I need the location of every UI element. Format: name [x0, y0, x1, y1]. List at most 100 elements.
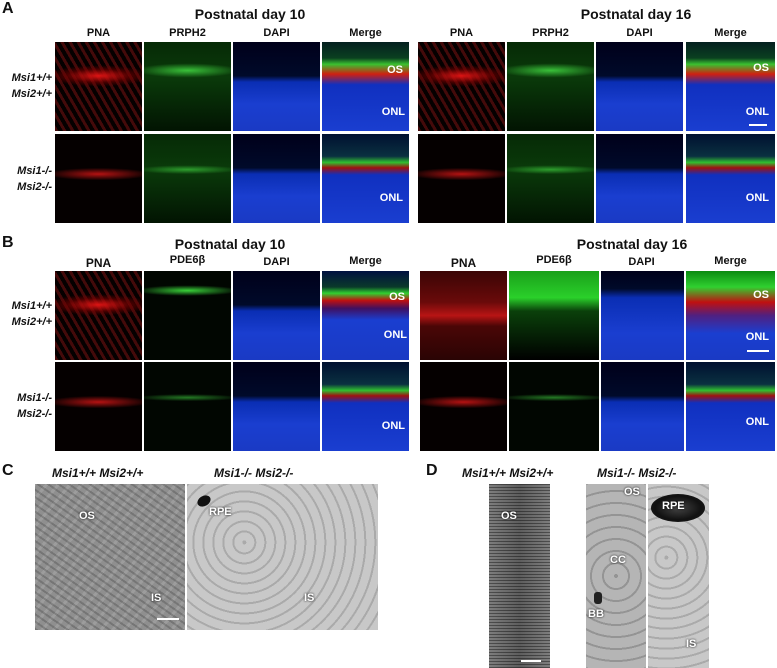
title-b-p10: Postnatal day 10	[174, 236, 286, 252]
tile-a-p10-wt-merge: OS ONL	[322, 42, 409, 131]
label-d-is: IS	[686, 638, 697, 650]
label-b-p10-onl: ONL	[383, 329, 407, 341]
tile-a-p16-ko-dapi	[596, 134, 683, 223]
row-b-ko-msi1: Msi1-/-	[17, 392, 52, 404]
label-b-p10-ko-onl: ONL	[381, 420, 405, 432]
label-c-os: OS	[79, 510, 95, 522]
scale-bar-d	[521, 660, 541, 662]
label-a-p10-ko-onl: ONL	[379, 192, 403, 204]
col-a-pna-right: PNA	[449, 27, 474, 39]
label-d-rpe: RPE	[662, 500, 685, 512]
panel-letter-d: D	[426, 462, 438, 479]
tile-a-p16-ko-prph2	[507, 134, 594, 223]
em-d-ko-right: RPE IS	[648, 484, 709, 668]
col-a-merge-right: Merge	[714, 27, 747, 39]
basal-body-d	[594, 592, 602, 604]
panel-letter-a: A	[2, 0, 14, 17]
label-a-p16-onl: ONL	[745, 106, 769, 118]
tile-b-p16-wt-dapi	[601, 271, 684, 360]
label-c-rpe: RPE	[209, 506, 232, 518]
tile-b-p16-ko-pna	[420, 362, 507, 451]
col-b-dapi-right: DAPI	[628, 256, 655, 268]
scale-bar-a	[749, 124, 767, 126]
tile-b-p10-wt-dapi	[233, 271, 320, 360]
col-a-dapi-left: DAPI	[263, 27, 290, 39]
tile-b-p10-wt-pna	[55, 271, 142, 360]
scale-bar-c	[157, 618, 179, 620]
col-a-prph2-right: PRPH2	[532, 27, 569, 39]
scale-bar-b	[747, 350, 769, 352]
row-b-wt-msi1: Msi1+/+	[11, 300, 52, 312]
head-c-wt: Msi1+/+ Msi2+/+	[52, 466, 144, 480]
label-c-is-wt: IS	[151, 592, 162, 604]
em-d-wt: OS	[489, 484, 550, 668]
col-b-dapi-left: DAPI	[263, 256, 290, 268]
col-b-pde6b-left: PDE6β	[169, 254, 206, 266]
col-a-dapi-right: DAPI	[626, 27, 653, 39]
tile-b-p16-ko-dapi	[601, 362, 684, 451]
col-a-pna-left: PNA	[86, 27, 111, 39]
row-a-ko-msi2: Msi2-/-	[17, 181, 52, 193]
tile-a-p10-wt-prph2	[144, 42, 231, 131]
col-b-pna-right: PNA	[450, 256, 477, 270]
tile-a-p10-ko-dapi	[233, 134, 320, 223]
tile-a-p16-wt-prph2	[507, 42, 594, 131]
tile-b-p16-wt-pna	[420, 271, 507, 360]
melanosome-d	[651, 494, 705, 522]
tile-a-p10-ko-prph2	[144, 134, 231, 223]
row-a-ko-msi1: Msi1-/-	[17, 165, 52, 177]
label-d-bb: BB	[588, 608, 604, 620]
label-c-is-ko: IS	[304, 592, 315, 604]
tile-b-p16-wt-pde6b	[509, 271, 599, 360]
tile-a-p10-ko-pna	[55, 134, 142, 223]
label-b-p16-ko-onl: ONL	[745, 416, 769, 428]
col-b-merge-right: Merge	[714, 255, 747, 267]
row-b-wt-label: Msi1+/+ Msi2+/+	[0, 298, 52, 330]
label-d-os-wt: OS	[501, 510, 517, 522]
em-d-ko-left: OS CC BB	[586, 484, 646, 668]
title-a-p16: Postnatal day 16	[580, 6, 692, 22]
tile-a-p10-ko-merge: ONL	[322, 134, 409, 223]
title-b-p16: Postnatal day 16	[576, 236, 688, 252]
tile-b-p16-wt-merge: OS ONL	[686, 271, 775, 360]
col-b-pna-left: PNA	[85, 256, 112, 270]
label-b-p16-os: OS	[753, 289, 769, 301]
row-a-wt-msi1: Msi1+/+	[11, 72, 52, 84]
label-b-p10-os: OS	[389, 291, 405, 303]
label-d-cc: CC	[610, 554, 626, 566]
row-b-ko-msi2: Msi2-/-	[17, 408, 52, 420]
row-a-wt-label: Msi1+/+ Msi2+/+	[0, 70, 52, 102]
tile-b-p10-wt-pde6b	[144, 271, 231, 360]
head-d-wt: Msi1+/+ Msi2+/+	[462, 466, 554, 480]
label-a-p16-ko-onl: ONL	[745, 192, 769, 204]
head-d-ko: Msi1-/- Msi2-/-	[597, 466, 677, 480]
col-b-pde6b-right: PDE6β	[536, 254, 572, 266]
tile-a-p16-wt-dapi	[596, 42, 683, 131]
col-b-merge-left: Merge	[349, 255, 382, 267]
tile-a-p16-wt-merge: OS ONL	[686, 42, 775, 131]
row-b-wt-msi2: Msi2+/+	[11, 316, 52, 328]
tile-a-p10-wt-pna	[55, 42, 142, 131]
tile-b-p10-ko-dapi	[233, 362, 320, 451]
label-b-p16-onl: ONL	[745, 331, 769, 343]
label-a-p10-os: OS	[387, 64, 403, 76]
tile-a-p16-wt-pna	[418, 42, 505, 131]
tile-a-p10-wt-dapi	[233, 42, 320, 131]
tile-b-p10-ko-pna	[55, 362, 142, 451]
title-a-p10: Postnatal day 10	[194, 6, 306, 22]
col-a-merge-left: Merge	[349, 27, 382, 39]
row-a-ko-label: Msi1-/- Msi2-/-	[0, 163, 52, 195]
em-c-wt: OS IS	[35, 484, 185, 630]
tile-b-p16-ko-pde6b	[509, 362, 599, 451]
tile-a-p16-ko-merge: ONL	[686, 134, 775, 223]
tile-a-p16-ko-pna	[418, 134, 505, 223]
em-c-ko: RPE IS	[187, 484, 378, 630]
label-d-os-ko: OS	[624, 486, 640, 498]
head-c-ko: Msi1-/- Msi2-/-	[214, 466, 294, 480]
tile-b-p10-wt-merge: OS ONL	[322, 271, 409, 360]
tile-b-p16-ko-merge: ONL	[686, 362, 775, 451]
col-a-prph2-left: PRPH2	[169, 27, 206, 39]
row-b-ko-label: Msi1-/- Msi2-/-	[0, 390, 52, 422]
panel-letter-b: B	[2, 234, 14, 251]
panel-letter-c: C	[2, 462, 14, 479]
